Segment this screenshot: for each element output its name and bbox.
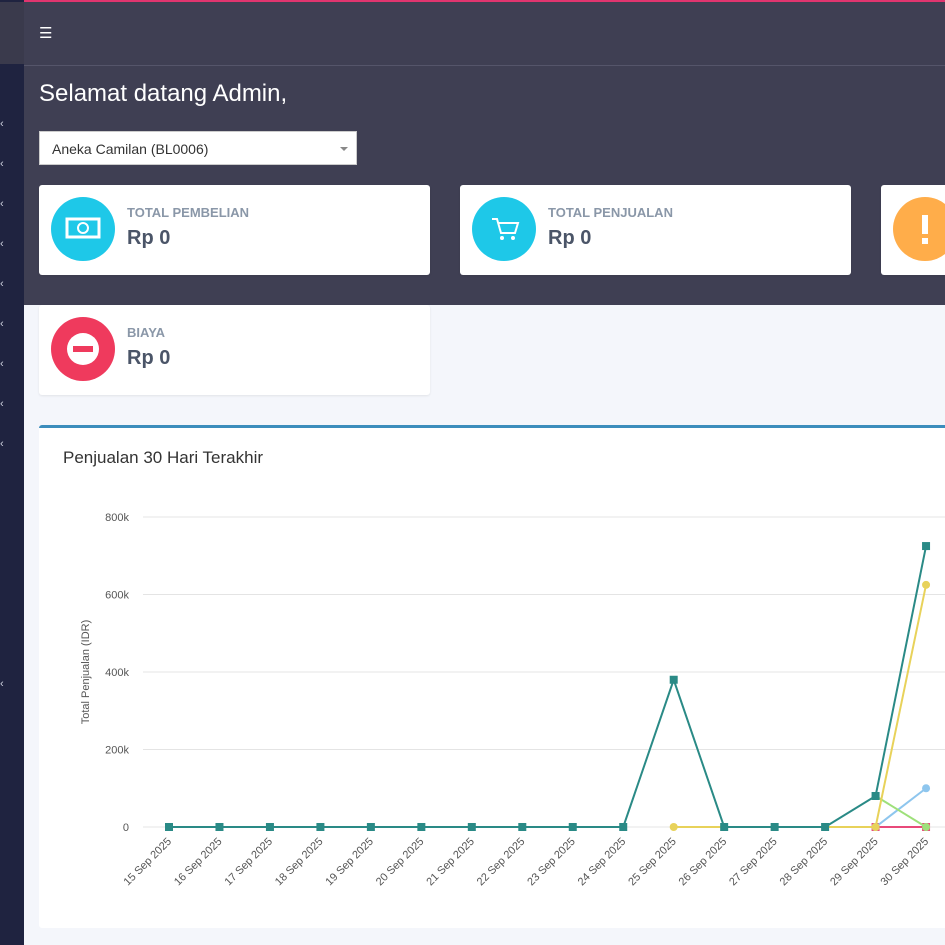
icon: [51, 317, 115, 381]
point: [871, 823, 880, 831]
sidebar: ‹ ‹ ‹ ‹ ‹ ‹ ‹ ‹ ‹ ‹: [0, 0, 24, 945]
point: [316, 823, 325, 831]
card-label: TOTAL PEMBELIAN: [127, 205, 250, 220]
point: [871, 792, 880, 800]
point: [922, 542, 931, 551]
y-tick-label: 200k: [105, 745, 129, 757]
chevron[interactable]: ‹: [0, 238, 4, 250]
chevron[interactable]: ‹: [0, 678, 4, 690]
y-axis-label: Total Penjualan (IDR): [80, 620, 92, 725]
card: [881, 185, 945, 275]
x-tick-label: 18 Sep 2025: [273, 836, 326, 889]
point: [619, 823, 628, 831]
y-tick-label: 0: [123, 822, 129, 834]
brand: [0, 2, 24, 64]
card-value: Rp 0: [127, 227, 171, 249]
point: [265, 823, 274, 831]
series-line: [169, 545, 928, 828]
y-tick-label: 600k: [105, 590, 129, 602]
point: [165, 823, 173, 831]
point: [366, 823, 375, 831]
chart-title: Penjualan 30 Hari Terakhir: [63, 448, 263, 467]
point: [720, 823, 729, 831]
x-tick-label: 20 Sep 2025: [374, 836, 427, 889]
x-tick-label: 24 Sep 2025: [576, 836, 629, 889]
point: [922, 784, 931, 793]
x-tick-label: 29 Sep 2025: [828, 836, 881, 889]
series-line: [875, 795, 927, 828]
x-tick-label: 22 Sep 2025: [475, 836, 528, 889]
x-tick-label: 25 Sep 2025: [626, 836, 679, 889]
y-tick-label: 800k: [105, 512, 129, 524]
chevron[interactable]: ‹: [0, 278, 4, 290]
point: [467, 823, 476, 831]
point: [770, 823, 779, 831]
card: TOTAL PENJUALAN Rp 0: [460, 185, 851, 275]
series-line: [874, 787, 927, 828]
x-tick-label: 28 Sep 2025: [778, 836, 831, 889]
x-tick-label: 15 Sep 2025: [122, 836, 175, 889]
chevron[interactable]: ‹: [0, 118, 4, 130]
chevron[interactable]: ‹: [0, 358, 4, 370]
x-tick-label: 23 Sep 2025: [525, 836, 578, 889]
chevron[interactable]: ‹: [0, 198, 4, 210]
chevron[interactable]: ‹: [0, 438, 4, 450]
card-label: TOTAL PENJUALAN: [548, 205, 673, 220]
chevron[interactable]: ‹: [0, 398, 4, 410]
chart-panel: Penjualan 30 Hari Terakhir Total Penjual…: [39, 425, 945, 928]
card-label: BIAYA: [127, 325, 166, 340]
point: [669, 675, 678, 684]
point: [821, 823, 830, 831]
card: BIAYA Rp 0: [39, 305, 430, 395]
card-value: Rp 0: [548, 227, 592, 249]
icon: [893, 197, 945, 261]
store-select[interactable]: Aneka Camilan (BL0006): [39, 131, 357, 165]
x-tick-label: 27 Sep 2025: [727, 836, 780, 889]
point: [922, 823, 931, 831]
x-tick-label: 30 Sep 2025: [879, 836, 932, 889]
icon: [472, 197, 536, 261]
chevron[interactable]: ‹: [0, 318, 4, 330]
point: [922, 580, 931, 589]
x-tick-label: 26 Sep 2025: [677, 836, 730, 889]
card: TOTAL PEMBELIAN Rp 0: [39, 185, 430, 275]
chevron[interactable]: ‹: [0, 158, 4, 170]
point: [417, 823, 426, 831]
topbar: ☰: [24, 2, 945, 66]
menu-toggle[interactable]: ☰: [39, 25, 53, 42]
x-tick-label: 21 Sep 2025: [424, 836, 477, 889]
x-tick-label: 17 Sep 2025: [222, 836, 275, 889]
card-value: Rp 0: [127, 347, 171, 369]
icon: [51, 197, 115, 261]
welcome: Selamat datang Admin,: [39, 80, 288, 107]
point: [518, 823, 527, 831]
y-tick-label: 400k: [105, 667, 129, 679]
x-tick-label: 19 Sep 2025: [323, 836, 376, 889]
point: [568, 823, 577, 831]
point: [215, 823, 224, 831]
x-tick-label: 16 Sep 2025: [172, 836, 225, 889]
point: [669, 823, 678, 831]
